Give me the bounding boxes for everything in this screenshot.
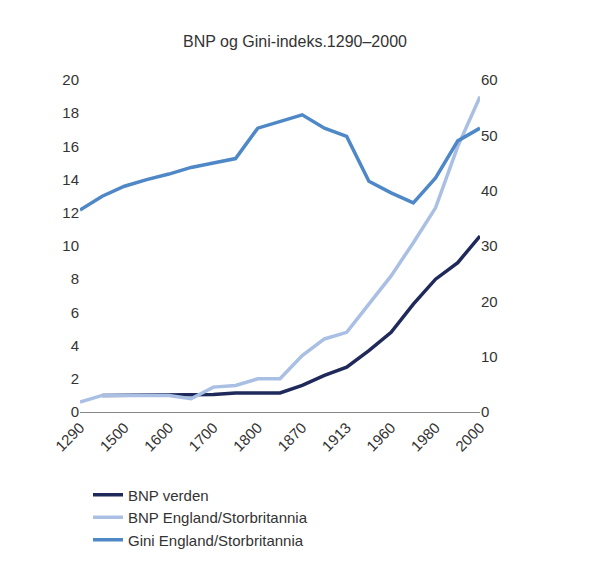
svg-text:1913: 1913 — [318, 419, 354, 455]
svg-text:BNP verden: BNP verden — [128, 487, 209, 504]
svg-text:1870: 1870 — [274, 419, 310, 455]
svg-text:1960: 1960 — [363, 419, 399, 455]
svg-text:BNP England/Storbritannia: BNP England/Storbritannia — [128, 509, 308, 526]
svg-text:2: 2 — [71, 370, 79, 387]
svg-text:8: 8 — [71, 270, 79, 287]
svg-text:2000: 2000 — [452, 419, 488, 455]
svg-text:10: 10 — [62, 237, 79, 254]
svg-text:0: 0 — [481, 403, 489, 420]
svg-text:6: 6 — [71, 304, 79, 321]
svg-text:18: 18 — [62, 104, 79, 121]
svg-text:16: 16 — [62, 138, 79, 155]
svg-text:1800: 1800 — [230, 419, 266, 455]
svg-text:1600: 1600 — [141, 419, 177, 455]
svg-text:40: 40 — [481, 182, 498, 199]
svg-text:1290: 1290 — [52, 419, 88, 455]
svg-text:Gini England/Storbritannia: Gini England/Storbritannia — [128, 532, 304, 549]
svg-text:0: 0 — [71, 403, 79, 420]
svg-text:50: 50 — [481, 127, 498, 144]
svg-text:BNP og Gini-indeks.1290–2000: BNP og Gini-indeks.1290–2000 — [183, 33, 407, 50]
svg-text:10: 10 — [481, 348, 498, 365]
svg-text:1980: 1980 — [407, 419, 443, 455]
svg-text:20: 20 — [481, 293, 498, 310]
svg-text:30: 30 — [481, 237, 498, 254]
svg-text:1500: 1500 — [96, 419, 132, 455]
svg-text:20: 20 — [62, 71, 79, 88]
svg-text:4: 4 — [71, 337, 79, 354]
svg-text:60: 60 — [481, 71, 498, 88]
svg-text:14: 14 — [62, 171, 79, 188]
svg-text:1700: 1700 — [185, 419, 221, 455]
svg-text:12: 12 — [62, 204, 79, 221]
